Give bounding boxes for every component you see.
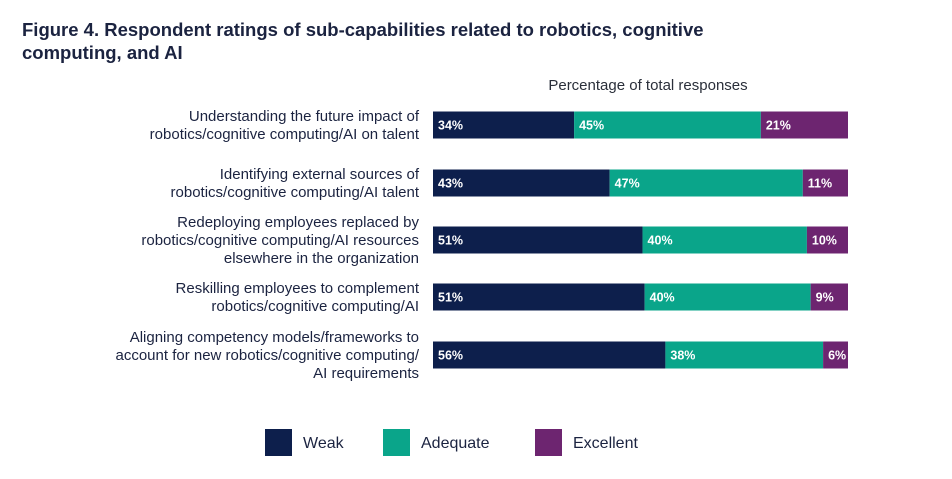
bar-segment-excellent <box>810 283 848 311</box>
bar-segment-weak <box>433 111 575 139</box>
legend-swatch-weak <box>265 429 292 456</box>
category-label: Reskilling employees to complement <box>176 280 420 297</box>
data-label: 6% <box>828 349 846 363</box>
category-label: Aligning competency models/frameworks to <box>130 329 419 346</box>
category-label: elsewhere in the organization <box>224 250 419 267</box>
legend-swatch-excellent <box>535 429 562 456</box>
category-label: Identifying external sources of <box>220 166 420 183</box>
data-label: 45% <box>579 119 604 133</box>
data-label: 51% <box>438 234 463 248</box>
legend-label: Adequate <box>421 435 490 452</box>
x-axis-title: Percentage of total responses <box>548 77 747 94</box>
bar-segment-adequate <box>574 111 761 139</box>
category-label: robotics/cognitive computing/AI resource… <box>141 232 419 249</box>
category-label: account for new robotics/cognitive compu… <box>116 347 420 364</box>
data-label: 40% <box>650 291 675 305</box>
category-label: robotics/cognitive computing/AI talent <box>171 184 420 201</box>
bar-segment-excellent <box>760 111 848 139</box>
category-label: robotics/cognitive computing/AI on talen… <box>150 126 420 143</box>
bar-segment-adequate <box>665 341 824 369</box>
data-label: 56% <box>438 349 463 363</box>
data-label: 9% <box>816 291 834 305</box>
bar-segment-adequate <box>609 169 803 197</box>
bar-segment-adequate <box>642 226 807 254</box>
data-label: 40% <box>648 234 673 248</box>
category-label: Redeploying employees replaced by <box>177 214 419 231</box>
bar-segment-weak <box>433 226 643 254</box>
bar-segment-excellent <box>802 169 848 197</box>
bar-segment-excellent <box>823 341 848 369</box>
category-label: AI requirements <box>313 365 419 382</box>
data-label: 38% <box>670 349 695 363</box>
category-label: Understanding the future impact of <box>189 108 420 125</box>
legend-label: Excellent <box>573 435 638 452</box>
category-label: robotics/cognitive computing/AI <box>211 298 419 315</box>
bar-segment-weak <box>433 283 645 311</box>
data-label: 34% <box>438 119 463 133</box>
legend-swatch-adequate <box>383 429 410 456</box>
bar-segment-weak <box>433 341 666 369</box>
data-label: 21% <box>766 119 791 133</box>
data-label: 51% <box>438 291 463 305</box>
chart-title: Figure 4. Respondent ratings of sub-capa… <box>22 19 704 63</box>
data-label: 11% <box>808 177 832 191</box>
data-label: 43% <box>438 177 463 191</box>
data-label: 10% <box>812 234 837 248</box>
bar-segment-excellent <box>806 226 848 254</box>
legend-label: Weak <box>303 435 345 452</box>
bar-segment-weak <box>433 169 610 197</box>
bar-segment-adequate <box>644 283 811 311</box>
data-label: 47% <box>615 177 640 191</box>
